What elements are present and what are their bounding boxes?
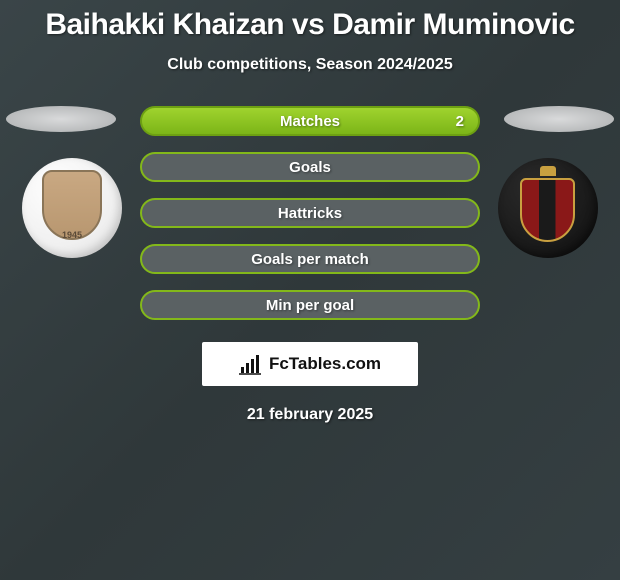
right-club-badge	[498, 158, 598, 258]
stat-row-goals: Goals	[140, 152, 480, 182]
stat-label: Goals per match	[251, 251, 369, 268]
comparison-area: 1945 Matches 2 Goals Hattricks Goals per…	[0, 106, 620, 336]
right-player-oval	[504, 106, 614, 132]
right-club-crown-icon	[540, 166, 556, 176]
stat-row-hattricks: Hattricks	[140, 198, 480, 228]
brand-chart-icon	[239, 353, 263, 375]
stat-label: Matches	[280, 113, 340, 130]
stat-row-min-per-goal: Min per goal	[140, 290, 480, 320]
stat-label: Min per goal	[266, 297, 354, 314]
subtitle: Club competitions, Season 2024/2025	[0, 56, 620, 74]
stat-label: Hattricks	[278, 205, 342, 222]
brand-box: FcTables.com	[202, 342, 418, 386]
stat-value-right: 2	[456, 113, 464, 130]
stat-row-goals-per-match: Goals per match	[140, 244, 480, 274]
page-title: Baihakki Khaizan vs Damir Muminovic	[0, 0, 620, 42]
left-player-oval	[6, 106, 116, 132]
brand-text: FcTables.com	[269, 354, 381, 374]
stat-row-matches: Matches 2	[140, 106, 480, 136]
right-club-shield-icon	[520, 178, 575, 242]
date-line: 21 february 2025	[0, 406, 620, 424]
left-club-badge: 1945	[22, 158, 122, 258]
stat-label: Goals	[289, 159, 331, 176]
stat-rows: Matches 2 Goals Hattricks Goals per matc…	[140, 106, 480, 336]
left-club-founded-year: 1945	[22, 230, 122, 240]
